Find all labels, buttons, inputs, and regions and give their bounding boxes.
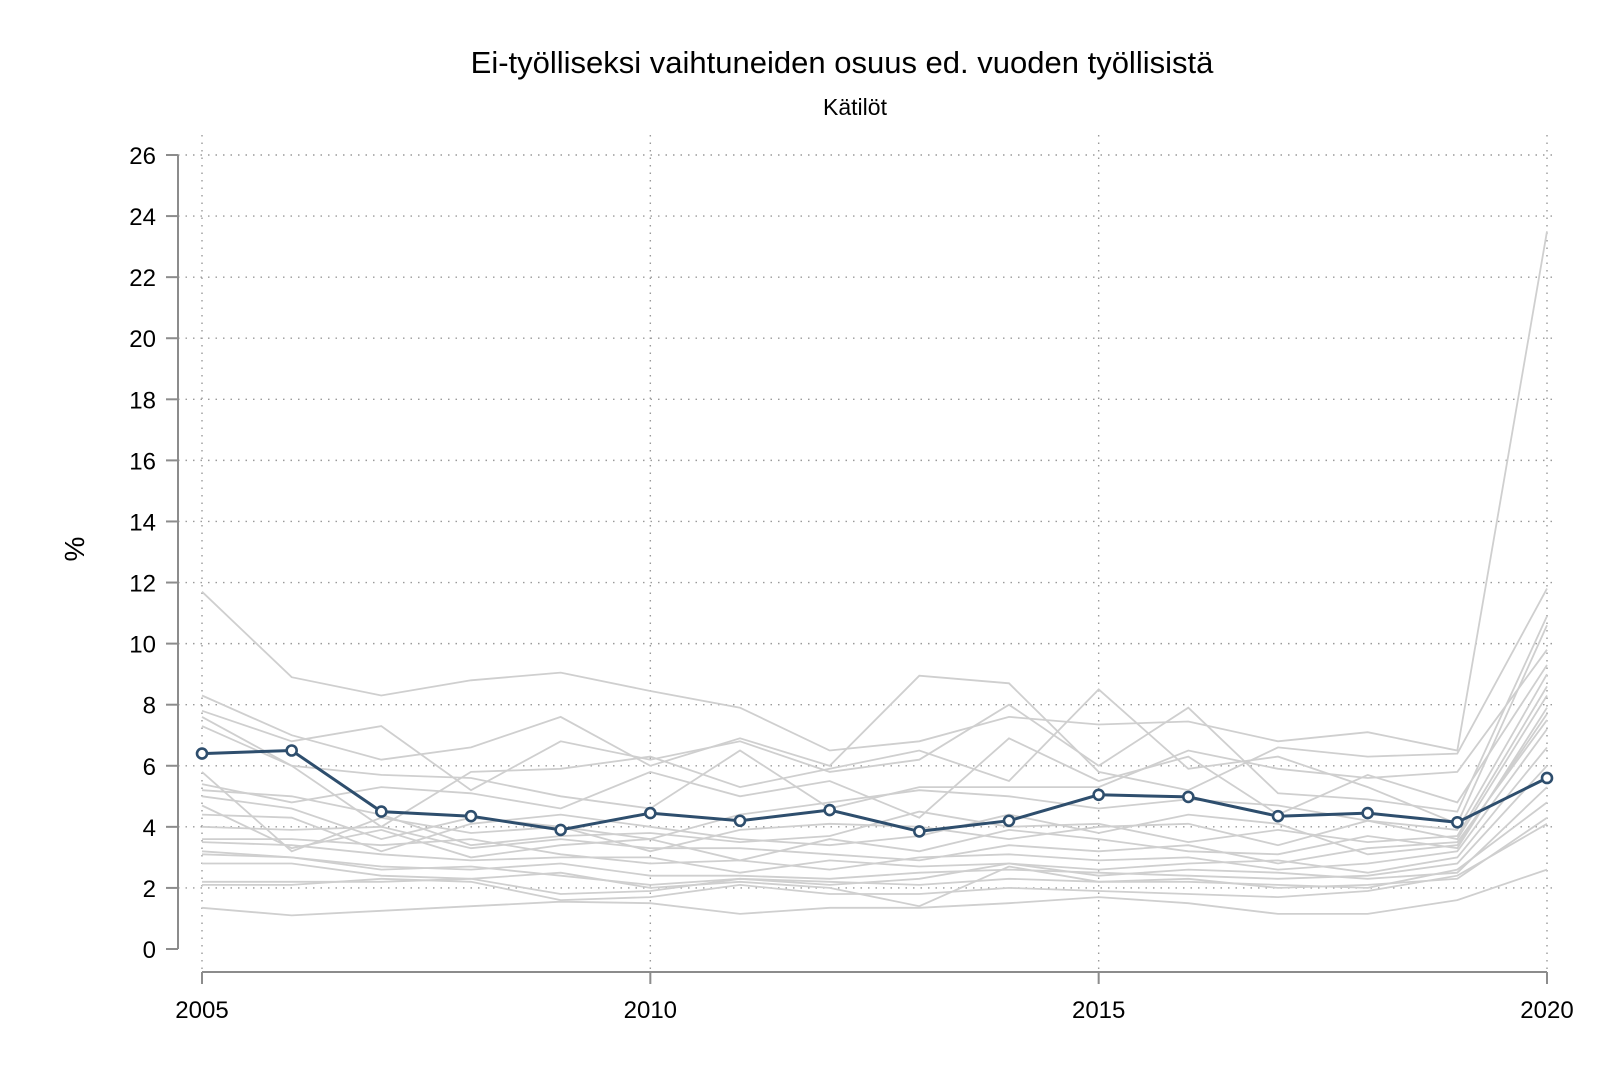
y-tick-label: 4 [143, 815, 156, 842]
highlight-series-line [201, 748, 1548, 833]
x-axis-ticks: 2005 2010 2015 2020 [175, 972, 1574, 1024]
highlight-series-point [1182, 790, 1195, 804]
y-tick-label: 12 [129, 571, 156, 598]
background-series-line [201, 588, 1548, 792]
y-tick-label: 18 [129, 387, 156, 414]
background-series-line [201, 664, 1548, 819]
highlight-series-point [1451, 815, 1464, 829]
y-tick-label: 6 [143, 754, 156, 781]
y-tick-label: 10 [129, 632, 156, 659]
background-series-line [202, 823, 1548, 902]
y-tick-label: 2 [143, 876, 156, 903]
background-series-line [202, 801, 1548, 908]
highlight-series-point [195, 747, 209, 760]
highlight-series-point [733, 814, 747, 828]
background-series-line [201, 673, 1548, 853]
y-axis-label: % [59, 537, 90, 562]
highlight-series-point [644, 806, 657, 820]
background-series-line [201, 649, 1548, 810]
highlight-series-point [285, 744, 298, 757]
highlight-series-point [464, 809, 478, 823]
background-series-line [201, 624, 1548, 828]
highlight-series-point [1361, 806, 1374, 820]
background-series-line [201, 695, 1548, 853]
highlight-series-point [823, 803, 836, 817]
y-tick-label: 24 [129, 204, 156, 231]
background-series-line [201, 868, 1548, 917]
highlight-series-point [554, 823, 567, 837]
background-series-group [201, 231, 1548, 917]
x-tick-label: 2010 [624, 997, 677, 1024]
background-series-line [201, 786, 1548, 886]
y-tick-label: 20 [129, 326, 156, 353]
y-tick-label: 26 [129, 143, 156, 170]
highlight-series-point [1092, 788, 1105, 802]
x-tick-label: 2005 [175, 997, 228, 1024]
highlight-series-point [375, 805, 388, 818]
background-series-line [201, 231, 1548, 752]
gridlines [178, 135, 1555, 972]
background-series-line [201, 615, 1548, 813]
highlight-series-point [1540, 771, 1554, 785]
x-tick-label: 2015 [1072, 997, 1125, 1024]
y-tick-label: 8 [143, 693, 156, 720]
y-tick-label: 14 [129, 509, 156, 536]
highlight-series-point [1271, 809, 1285, 823]
chart-title: Ei-työlliseksi vaihtuneiden osuus ed. vu… [471, 45, 1214, 80]
y-tick-label: 22 [129, 265, 156, 292]
y-tick-label: 0 [143, 937, 156, 964]
highlight-series-point [1002, 814, 1016, 828]
highlight-series-group [195, 744, 1554, 838]
y-tick-label: 16 [129, 448, 156, 475]
highlight-series-point [913, 825, 926, 838]
background-series-line [201, 685, 1548, 847]
chart-subtitle: Kätilöt [823, 94, 888, 120]
background-series-line [201, 746, 1548, 874]
background-series-line [201, 707, 1548, 862]
background-series-line [201, 719, 1548, 865]
x-tick-label: 2020 [1520, 997, 1573, 1024]
